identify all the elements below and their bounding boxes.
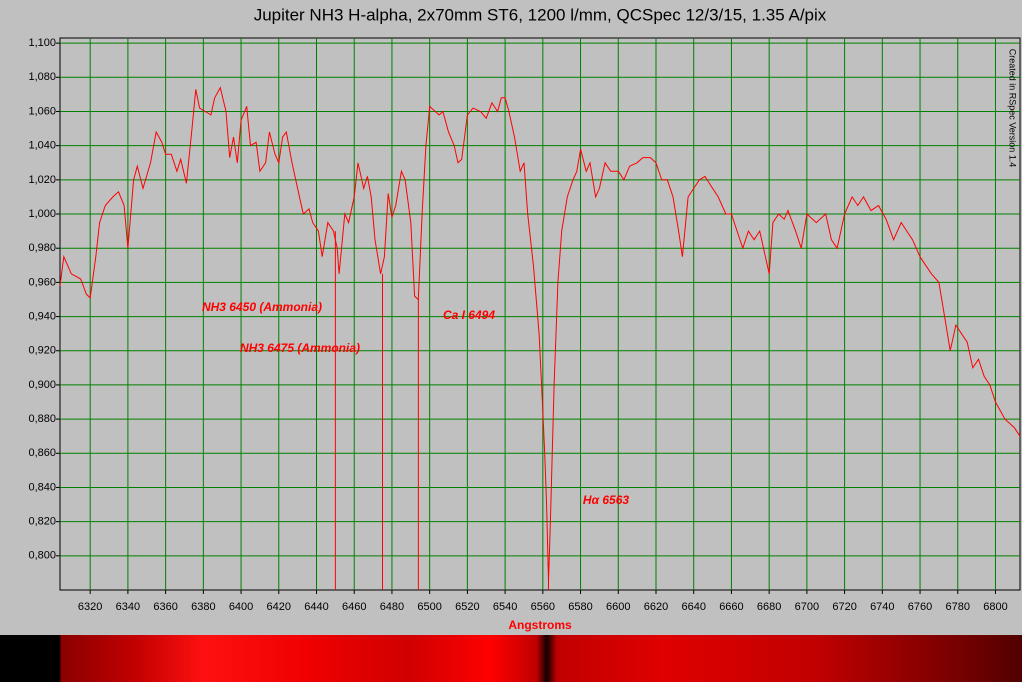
y-tick-label: 1,080 [28, 71, 56, 83]
plot-area [59, 37, 1021, 591]
y-tick-label: 1,040 [28, 140, 56, 152]
y-tick-label: 1,060 [28, 105, 56, 117]
y-tick-label: 0,800 [28, 550, 56, 562]
spectrum-line [59, 86, 1021, 582]
x-tick-label: 6740 [870, 601, 894, 613]
plot [59, 86, 1021, 590]
x-tick-label: 6500 [417, 601, 441, 613]
x-tick-label: 6620 [644, 601, 668, 613]
x-tick-label: 6440 [304, 601, 328, 613]
y-tick-label: 1,020 [28, 174, 56, 186]
x-tick-label: 6540 [493, 601, 517, 613]
x-tick-label: 6720 [832, 601, 856, 613]
x-tick-label: 6760 [908, 601, 932, 613]
x-tick-label: 6680 [757, 601, 781, 613]
x-tick-label: 6420 [267, 601, 291, 613]
x-tick-label: 6660 [719, 601, 743, 613]
x-tick-label: 6780 [946, 601, 970, 613]
annotation-label: Hα 6563 [583, 493, 629, 507]
x-tick-label: 6600 [606, 601, 630, 613]
y-tick-label: 0,980 [28, 242, 56, 254]
y-tick-label: 0,880 [28, 413, 56, 425]
annotation-label: Ca I 6494 [443, 308, 495, 322]
x-tick-label: 6460 [342, 601, 366, 613]
y-tick-label: 0,900 [28, 379, 56, 391]
y-tick-label: 1,000 [28, 208, 56, 220]
x-tick-label: 6700 [795, 601, 819, 613]
x-tick-label: 6360 [153, 601, 177, 613]
x-tick-label: 6560 [531, 601, 555, 613]
chart-title: Jupiter NH3 H-alpha, 2x70mm ST6, 1200 l/… [254, 5, 827, 24]
x-tick-label: 6800 [983, 601, 1007, 613]
side-note: Created in RSpec Version 1.4 [1008, 49, 1018, 168]
x-tick-label: 6640 [681, 601, 705, 613]
y-tick-label: 1,100 [28, 37, 56, 49]
y-tick-label: 0,920 [28, 345, 56, 357]
x-tick-label: 6580 [568, 601, 592, 613]
x-tick-label: 6480 [380, 601, 404, 613]
annotation-label: NH3 6450 (Ammonia) [202, 300, 322, 314]
x-tick-label: 6400 [229, 601, 253, 613]
x-tick-label: 6340 [116, 601, 140, 613]
x-tick-label: 6520 [455, 601, 479, 613]
x-tick-label: 6380 [191, 601, 215, 613]
y-tick-label: 0,860 [28, 447, 56, 459]
y-tick-label: 0,820 [28, 516, 56, 528]
y-tick-label: 0,940 [28, 310, 56, 322]
y-tick-label: 0,960 [28, 276, 56, 288]
y-tick-label: 0,840 [28, 481, 56, 493]
x-axis-label: Angstroms [508, 618, 572, 632]
annotation-label: NH3 6475 (Ammonia) [240, 341, 360, 355]
x-tick-label: 6320 [78, 601, 102, 613]
spectrum-strip [0, 635, 1022, 682]
